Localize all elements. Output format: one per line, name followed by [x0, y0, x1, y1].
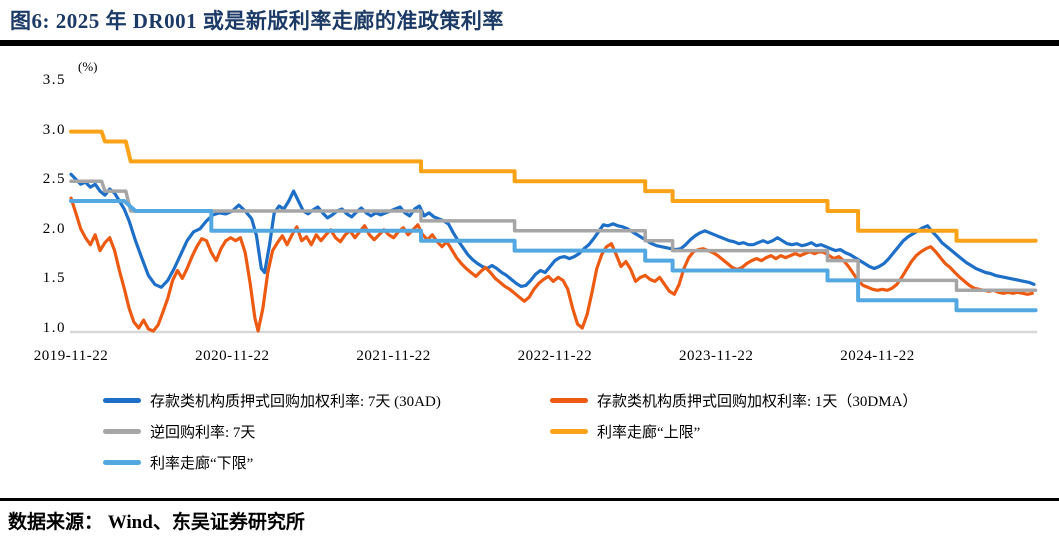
legend-label: 存款类机构质押式回购加权利率: 1天（30DMA）: [597, 393, 918, 410]
legend-swatch-gray-line: [103, 428, 141, 434]
y-tick-3.5: 3.5: [42, 72, 66, 88]
title-divider: [0, 40, 1059, 46]
y-axis-unit-label: (%): [78, 59, 98, 74]
y-tick-1.5: 1.5: [42, 270, 66, 287]
series-line-omo_7d: [69, 179, 1038, 293]
series-line-corridor_lower: [69, 199, 1038, 313]
source-divider: [0, 498, 1059, 501]
legend-swatch-orange-line: [550, 397, 588, 403]
series-line-dr007_30ad: [69, 172, 1036, 289]
legend-label: 存款类机构质押式回购加权利率: 7天 (30AD): [150, 393, 441, 410]
y-tick-1.0: 1.0: [42, 320, 66, 336]
legend-label: 利率走廊“下限”: [150, 455, 254, 472]
series-line-corridor_upper: [69, 129, 1038, 243]
series-line-dr001_30dma: [69, 196, 1034, 333]
x-tick-2023-11-22: 2023-11-22: [678, 348, 754, 364]
legend-swatch-lightblue-line: [103, 459, 141, 465]
legend-item-dr007-7d-30ad[interactable]: 存款类机构质押式回购加权利率: 7天 (30AD): [103, 391, 441, 410]
legend-swatch-yellow-line: [550, 428, 588, 434]
legend-item-reverse-repo-7d[interactable]: 逆回购利率: 7天: [103, 422, 256, 441]
y-tick-3.0: 3.0: [42, 121, 66, 138]
legend-item-dr001-1d-30dma[interactable]: 存款类机构质押式回购加权利率: 1天（30DMA）: [550, 391, 918, 410]
x-tick-2022-11-22: 2022-11-22: [517, 348, 593, 364]
x-tick-2019-11-22: 2019-11-22: [33, 348, 109, 364]
legend-label: 逆回购利率: 7天: [150, 424, 256, 441]
legend-swatch-blue-line: [103, 397, 141, 403]
legend-item-corridor-lower[interactable]: 利率走廊“下限”: [103, 453, 254, 472]
y-tick-2.0: 2.0: [42, 220, 66, 237]
y-tick-2.5: 2.5: [42, 171, 66, 188]
figure-title: 图6: 2025 年 DR001 或是新版利率走廊的准政策利率: [10, 9, 504, 33]
x-tick-2021-11-22: 2021-11-22: [356, 348, 431, 364]
legend-label: 利率走廊“上限”: [597, 424, 701, 441]
legend-item-corridor-upper[interactable]: 利率走廊“上限”: [550, 422, 701, 441]
x-tick-2020-11-22: 2020-11-22: [195, 348, 270, 364]
data-source-note: 数据来源： Wind、东吴证券研究所: [8, 512, 305, 533]
x-tick-2024-11-22: 2024-11-22: [840, 348, 915, 364]
